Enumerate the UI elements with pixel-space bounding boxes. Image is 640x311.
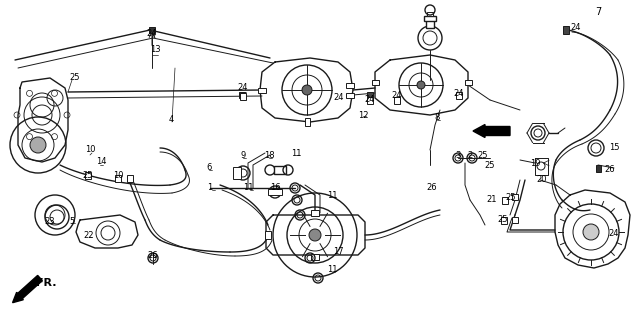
Text: 25: 25	[70, 73, 80, 82]
Bar	[563, 26, 569, 34]
Bar	[311, 254, 319, 260]
Bar	[240, 92, 246, 100]
Bar	[367, 92, 373, 98]
Bar	[149, 27, 155, 33]
Bar	[367, 96, 373, 104]
Circle shape	[417, 81, 425, 89]
Text: 4: 4	[168, 115, 173, 124]
FancyArrow shape	[473, 124, 510, 137]
Text: 8: 8	[435, 114, 440, 123]
Text: 18: 18	[264, 151, 275, 160]
Bar	[265, 231, 271, 239]
Bar	[595, 165, 600, 171]
Text: 6: 6	[206, 164, 212, 173]
Bar	[305, 118, 310, 126]
Bar	[512, 217, 518, 223]
Text: 24: 24	[392, 91, 403, 100]
Text: 11: 11	[291, 148, 301, 157]
Text: 9: 9	[241, 151, 246, 160]
Text: 25: 25	[498, 216, 508, 225]
Bar	[424, 16, 436, 21]
Text: 15: 15	[609, 143, 620, 152]
FancyArrow shape	[13, 276, 42, 303]
Bar	[426, 16, 434, 28]
Bar	[456, 91, 462, 99]
Bar	[465, 80, 472, 85]
Text: 26: 26	[427, 183, 437, 193]
Text: 17: 17	[333, 248, 343, 257]
Text: 5: 5	[69, 217, 75, 226]
Bar	[233, 167, 241, 179]
Text: 24: 24	[365, 95, 375, 104]
Bar	[274, 166, 286, 174]
Bar	[268, 189, 282, 195]
Bar	[346, 82, 354, 87]
Text: 1: 1	[207, 183, 212, 193]
Text: 10: 10	[113, 170, 124, 179]
Text: 3: 3	[455, 151, 461, 160]
Text: 24: 24	[147, 29, 157, 38]
Bar	[371, 80, 378, 85]
Text: 25: 25	[477, 151, 488, 160]
Text: 24: 24	[454, 89, 464, 98]
Bar	[346, 92, 354, 98]
Circle shape	[309, 229, 321, 241]
Circle shape	[30, 137, 46, 153]
Bar	[127, 174, 133, 182]
Text: 14: 14	[96, 157, 106, 166]
Text: 25: 25	[83, 170, 93, 179]
Text: 25: 25	[506, 193, 516, 202]
Text: 12: 12	[358, 112, 368, 120]
Text: 23: 23	[45, 217, 55, 226]
Text: 24: 24	[237, 83, 248, 92]
Text: E-10: E-10	[482, 126, 510, 136]
Text: 13: 13	[150, 45, 160, 54]
Bar	[239, 92, 245, 98]
Text: 19: 19	[530, 159, 540, 168]
Text: 26: 26	[148, 250, 158, 259]
Text: 10: 10	[84, 146, 95, 155]
Text: 7: 7	[595, 7, 601, 17]
Text: 24: 24	[571, 24, 581, 33]
Circle shape	[583, 224, 599, 240]
Bar	[394, 96, 400, 104]
Bar	[115, 174, 121, 182]
Text: 21: 21	[487, 196, 497, 205]
Text: 11: 11	[327, 191, 337, 199]
Bar	[501, 216, 507, 224]
Bar	[311, 210, 319, 216]
Text: 20: 20	[537, 175, 547, 184]
Text: 26: 26	[605, 165, 615, 174]
Circle shape	[302, 85, 312, 95]
Bar	[258, 87, 266, 92]
Text: 11: 11	[243, 183, 253, 193]
Bar	[512, 194, 518, 200]
Bar	[394, 97, 400, 103]
Text: FR.: FR.	[36, 278, 56, 288]
Text: 24: 24	[333, 94, 344, 103]
Bar	[85, 171, 91, 179]
Text: 25: 25	[484, 160, 495, 169]
Bar	[427, 12, 433, 16]
Text: 24: 24	[609, 229, 620, 238]
Bar	[502, 197, 508, 203]
Text: 11: 11	[327, 266, 337, 275]
Text: 22: 22	[84, 230, 94, 239]
Text: 2: 2	[467, 151, 472, 160]
Text: 16: 16	[269, 183, 280, 193]
